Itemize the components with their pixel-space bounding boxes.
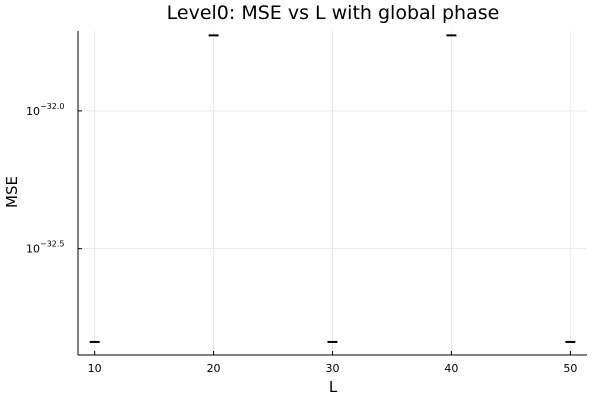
y-tick-label: 10−32.0: [26, 102, 65, 118]
x-tick-label: 10: [88, 362, 102, 375]
grid: [78, 31, 587, 355]
y-axis-label: MSE: [3, 176, 21, 208]
x-axis-label: L: [329, 378, 338, 396]
chart-title: Level0: MSE vs L with global phase: [167, 2, 500, 24]
x-tick-label: 20: [207, 362, 221, 375]
x-ticks: 10 20 30 40 50: [88, 351, 577, 375]
data-points: [89, 34, 576, 343]
x-tick-label: 40: [444, 362, 458, 375]
x-tick-label: 30: [326, 362, 340, 375]
x-tick-label: 50: [563, 362, 577, 375]
y-ticks: 10−32.0 10−32.5: [26, 102, 82, 256]
y-tick-label: 10−32.5: [26, 240, 65, 256]
